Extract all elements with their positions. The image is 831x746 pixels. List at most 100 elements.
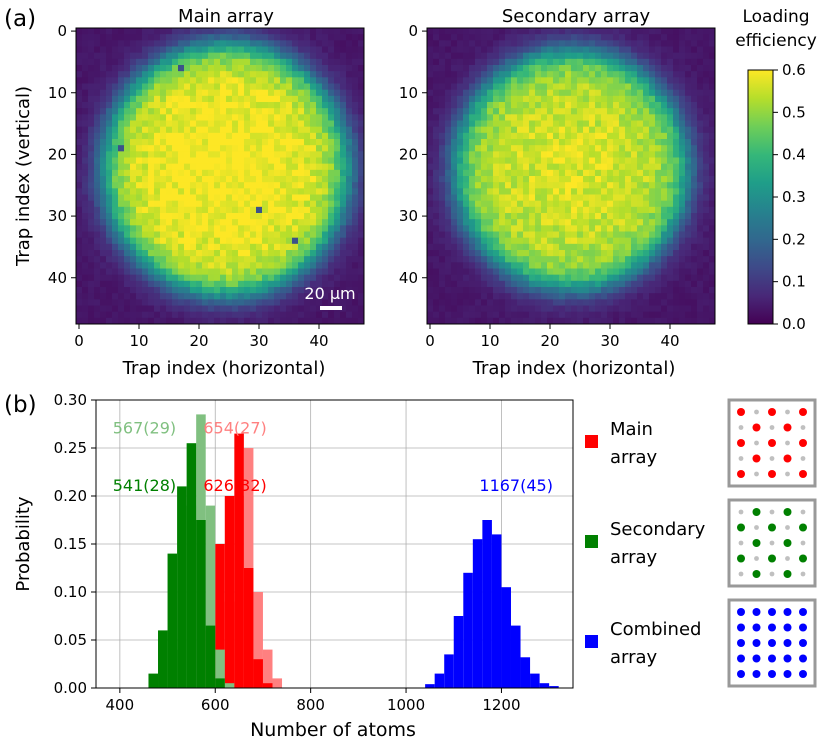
heatmap-cell [583, 132, 590, 140]
heatmap-cell [196, 28, 203, 35]
heatmap-cell [76, 95, 83, 103]
heatmap-cell [118, 194, 125, 202]
heatmap-cell [76, 225, 83, 232]
heatmap-cell [469, 243, 476, 251]
heatmap-cell [76, 311, 83, 319]
heatmap-cell [334, 151, 341, 158]
heatmap-cell [94, 71, 101, 78]
heatmap-cell [358, 225, 365, 232]
heatmap-cell [286, 126, 293, 134]
heatmap-cell [196, 145, 203, 152]
heatmap-cell [106, 243, 113, 251]
heatmap-cell [106, 28, 113, 35]
heatmap-cell [673, 114, 680, 121]
heatmap-cell [427, 231, 434, 239]
heatmap-cell [619, 182, 626, 189]
heatmap-cell [190, 274, 197, 282]
lattice-dot [738, 425, 744, 430]
heatmap-cell [697, 219, 704, 226]
heatmap-cell [220, 305, 227, 313]
heatmap-cell [553, 120, 560, 128]
heatmap-cell [649, 274, 656, 282]
heatmap-cell [172, 225, 179, 232]
heatmap-cell [547, 126, 554, 134]
heatmap-cell [553, 52, 560, 60]
heatmap-cell [703, 293, 710, 300]
heatmap-cell [469, 46, 476, 54]
heatmap-cell [232, 120, 239, 128]
heatmap-cell [244, 194, 251, 202]
heatmap-cell [310, 120, 317, 128]
heatmap-cell [142, 52, 149, 60]
heatmap-cell [202, 293, 209, 300]
heatmap-cell [310, 287, 317, 294]
heatmap-cell [451, 256, 458, 263]
heatmap-cell [274, 126, 281, 134]
heatmap-cell [457, 280, 464, 288]
heatmap-cell [583, 108, 590, 115]
heatmap-cell [685, 34, 692, 41]
heatmap-cell [553, 169, 560, 177]
heatmap-cell [619, 71, 626, 78]
heatmap-cell [148, 46, 155, 54]
heatmap-cell [571, 145, 578, 152]
heatmap-cell [433, 65, 440, 72]
heatmap-cell [178, 237, 185, 245]
heatmap-cell [178, 311, 185, 319]
heatmap-cell [190, 268, 197, 276]
heatmap-cell [292, 145, 299, 152]
heatmap-cell [613, 305, 620, 313]
heatmap-cell [655, 280, 662, 288]
heatmap-cell [334, 169, 341, 177]
heatmap-cell [340, 132, 347, 140]
lattice-dot [785, 556, 790, 561]
heatmap-cell [451, 120, 458, 128]
heatmap-cell [88, 46, 95, 54]
heatmap-cell [523, 182, 530, 189]
heatmap-cell [250, 231, 257, 239]
heatmap-cell [469, 157, 476, 165]
heatmap-cell [262, 40, 269, 47]
heatmap-cell [88, 188, 95, 195]
heatmap-cell [94, 287, 101, 294]
heatmap-cell [88, 280, 95, 288]
heatmap-cell [595, 46, 602, 54]
heatmap-cell [541, 120, 548, 128]
heatmap-cell [631, 58, 638, 66]
heatmap-cell [601, 120, 608, 128]
heatmap-cell [334, 243, 341, 251]
heatmap-cell [256, 52, 263, 60]
heatmap-cell [433, 317, 440, 325]
heatmap-cell [100, 176, 107, 183]
heatmap-cell [517, 77, 524, 84]
heatmap-cell [649, 163, 656, 171]
heatmap-cell [220, 34, 227, 41]
heatmap-cell [595, 77, 602, 84]
heatmap-cell [463, 163, 470, 171]
heatmap-cell [577, 46, 584, 54]
heatmap-cell [352, 71, 359, 78]
heatmap-cell [481, 206, 488, 214]
heatmap-cell [88, 262, 95, 269]
heatmap-cell [529, 89, 536, 97]
heatmap-cell [328, 46, 335, 54]
heatmap-cell [250, 305, 257, 313]
heatmap-cell [220, 250, 227, 257]
heatmap-cell [613, 268, 620, 276]
heatmap-cell [142, 206, 149, 214]
heatmap-cell [262, 83, 269, 91]
heatmap-cell [571, 34, 578, 41]
heatmap-cell [154, 89, 161, 97]
heatmap-cell [577, 28, 584, 35]
heatmap-cell [154, 311, 161, 319]
heatmap-cell [298, 139, 305, 146]
heatmap-cell [286, 256, 293, 263]
heatmap-cell [208, 132, 215, 140]
heatmap-cell [196, 225, 203, 232]
heatmap-cell [214, 293, 221, 300]
heatmap-cell [625, 89, 632, 97]
heatmap-cell [601, 65, 608, 72]
heatmap-cell [208, 176, 215, 183]
heatmap-cell [118, 188, 125, 195]
heatmap-cell [583, 65, 590, 72]
